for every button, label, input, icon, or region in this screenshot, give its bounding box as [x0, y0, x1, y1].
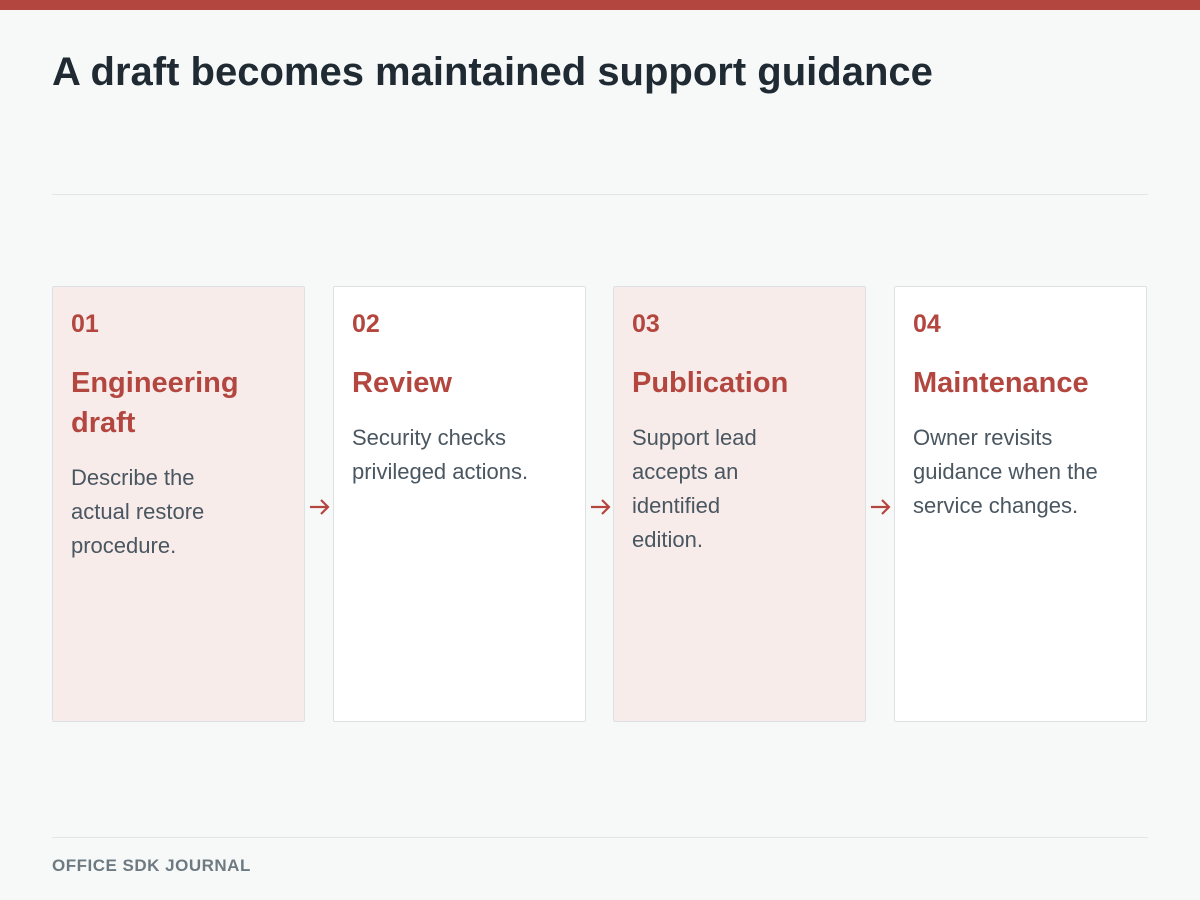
stage-title: Engineering draft	[71, 367, 239, 439]
stage-description: Support lead accepts an identified editi…	[632, 425, 757, 552]
stage-number: 01	[71, 310, 99, 338]
stage-number: 02	[352, 310, 380, 338]
stage-title: Publication	[632, 367, 789, 399]
stage-card-publication: 03 Publication Support lead accepts an i…	[613, 286, 866, 722]
stage-card-review: 02 Review Security checks privileged act…	[333, 286, 586, 722]
header-divider	[52, 194, 1148, 195]
footer-divider	[52, 837, 1148, 838]
stage-description: Describe the actual restore procedure.	[71, 465, 205, 558]
page-title: A draft becomes maintained support guida…	[52, 50, 933, 94]
top-accent-bar	[0, 0, 1200, 10]
arrow-right-icon	[310, 499, 330, 515]
stage-title: Review	[352, 367, 452, 399]
stage-card-maintenance: 04 Maintenance Owner revisits guidance w…	[894, 286, 1147, 722]
stage-number: 03	[632, 310, 660, 338]
stage-number: 04	[913, 310, 941, 338]
footer-label: OFFICE SDK JOURNAL	[52, 856, 251, 875]
arrow-right-icon	[871, 499, 891, 515]
arrow-right-icon	[591, 499, 611, 515]
stage-description: Owner revisits guidance when the service…	[913, 425, 1098, 518]
stage-card-engineering-draft: 01 Engineering draft Describe the actual…	[52, 286, 305, 722]
stage-title: Maintenance	[913, 367, 1089, 399]
stage-description: Security checks privileged actions.	[352, 425, 529, 484]
